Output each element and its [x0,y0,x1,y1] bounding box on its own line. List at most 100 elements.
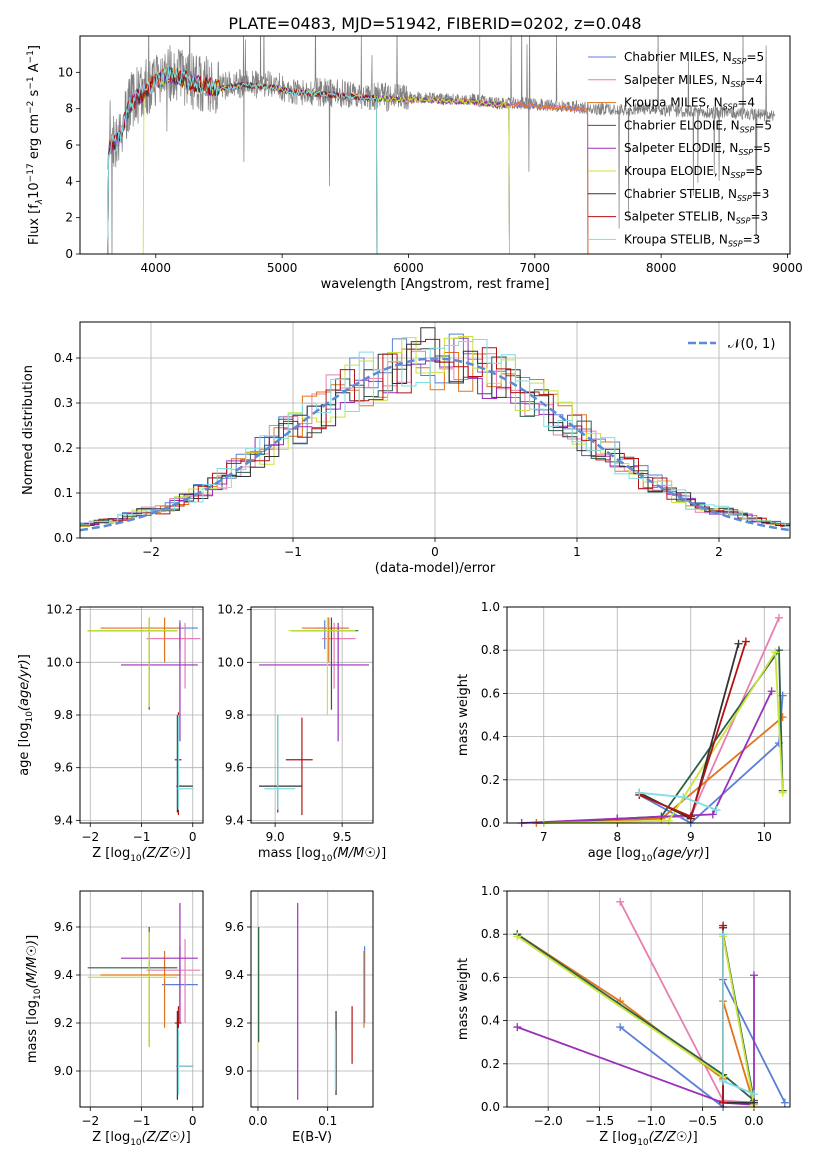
y-axis-label: mass weight [456,674,471,756]
legend-name: Salpeter ELODIE, N [624,141,738,155]
errorbar-point [315,620,349,650]
label-part: λ [35,199,45,205]
label-text: (M/M☉) [25,940,40,989]
legend-label: Kroupa MILES, NSSP=4 [624,96,755,112]
y-tick-label: 9.6 [54,920,73,934]
label-part: ] [27,45,42,50]
errorbar-point [87,927,178,1047]
plot-area [87,617,201,816]
x-tick-label: −1 [133,1114,151,1128]
figure-title: PLATE=0483, MJD=51942, FIBERID=0202, z=0… [228,14,641,33]
x-tick-label: −2 [81,1114,99,1128]
errorbar-point [288,617,356,715]
y-tick-label: 0.2 [54,441,73,455]
weight-marker [749,1090,758,1099]
label-part: −2 [26,101,36,114]
y-tick-label: 9.6 [225,761,244,775]
label-text: ] [25,935,40,940]
x-tick-label: 8 [613,830,621,844]
y-tick-label: 8 [65,102,73,116]
legend-name: Kroupa STELIB, N [624,232,728,246]
legend-value: =5 [745,164,763,178]
panel-residuals: −2 −1 0 1 2 0.0 0.1 0.2 0.3 0.4 (data-model)/error… [21,321,791,576]
legend-value: =5 [754,118,772,132]
y-tick-label: 0.8 [481,643,500,657]
x-tick-label: −1.5 [585,1114,614,1128]
legend-value: =4 [737,96,755,110]
y-tick-label: 0.1 [54,486,73,500]
legend-label: Chabrier ELODIE, NSSP=5 [624,118,772,134]
errorbar-point [87,617,178,710]
model-spectrum-line [107,65,378,254]
panel-mass_vs_Z: −2 −1 09.09.29.49.6Z [log10(Z/Z☉)]mass [lo… [25,890,204,1148]
x-axis-label: mass [log10(M/M☉)] [258,846,386,864]
legend-label: Salpeter ELODIE, NSSP=5 [624,141,771,157]
y-tick-label: 0.4 [481,730,500,744]
x-tick-label: 9.0 [266,830,285,844]
weight-marker [771,648,780,657]
panel-mass_vs_ebv: 0.0 0.1 9.0 9.2 9.4 9.6 E(B-V) [225,890,374,1145]
weight-marker [719,921,728,930]
weight-marker [513,1023,522,1032]
errorbar-point [146,622,201,689]
x-tick-label: 2 [715,545,723,559]
label-text: mass [log [258,846,321,861]
legend-value: =3 [752,187,770,201]
y-tick-label: 2 [65,211,73,225]
panel-massweight_vs_Z: −2.0 −1.5 −1.0 −0.5 0.0 0.0 0.2 0.4 0.6 0.8 1.0 mas… [456,884,791,1148]
legend-label: 𝒩(0, 1) [728,337,775,352]
x-axis-label: wavelength [Angstrom, rest frame] [321,277,550,292]
plot-area [87,903,201,1100]
y-tick-label: 4 [65,174,73,188]
grid-lines [507,606,790,824]
label-subscript: 10 [130,1138,142,1148]
legend-subscript: SSP [740,125,755,134]
weight-marker [719,1077,728,1086]
errorbar-point [146,939,201,1023]
y-axis-label: age [log10(age/yr)] [17,654,35,776]
weight-marker [679,793,688,802]
axes-frame [79,321,791,539]
legend-subscript: SSP [736,217,751,226]
y-tick-label: 0.3 [54,396,73,410]
axes-frame [506,890,791,1108]
errorbar-point [100,951,180,1028]
observed-spectrum [107,36,776,254]
legend-name: Salpeter MILES, N [624,73,731,87]
weight-marker [616,897,625,906]
legend-value: =5 [746,50,764,64]
y-tick-label: 9.2 [225,1016,244,1030]
label-text: ] [186,846,191,861]
legend-value: =3 [750,210,768,224]
plot-area [80,327,790,532]
errorbar-point [259,622,369,742]
label-part: −17 [26,163,36,182]
label-text: (age/yr) [17,659,32,711]
weight-marker [780,1098,789,1107]
x-axis-label: Z [log10(Z/Z☉)] [599,1130,697,1148]
weight-marker [774,613,783,622]
label-text: ] [704,846,709,861]
legend-name: Chabrier STELIB, N [624,187,737,201]
legend-value: =5 [753,141,771,155]
x-tick-label: −2 [142,545,160,559]
x-tick-label: 7000 [520,261,551,275]
weight-line [521,690,773,824]
x-tick-label: 9.5 [333,830,352,844]
x-tick-label: 0 [189,1114,197,1128]
label-text: (Z/Z☉) [142,846,186,861]
y-tick-label: 1.0 [481,884,500,898]
weight-marker [767,687,776,696]
legend-subscript: SSP [731,171,746,180]
label-text: mass [log [25,1000,40,1063]
y-tick-label: 9.4 [225,813,244,827]
y-tick-label: 9.4 [54,968,73,982]
weight-marker [712,806,721,815]
label-subscript: 10 [637,1138,649,1148]
y-tick-label: 0.2 [481,1057,500,1071]
x-axis-label: E(B-V) [292,1130,332,1145]
legend-label: Chabrier STELIB, NSSP=3 [624,187,769,203]
label-text: (Z/Z☉) [649,1130,693,1145]
axes-frame [506,606,791,824]
label-subscript: 10 [321,854,333,864]
